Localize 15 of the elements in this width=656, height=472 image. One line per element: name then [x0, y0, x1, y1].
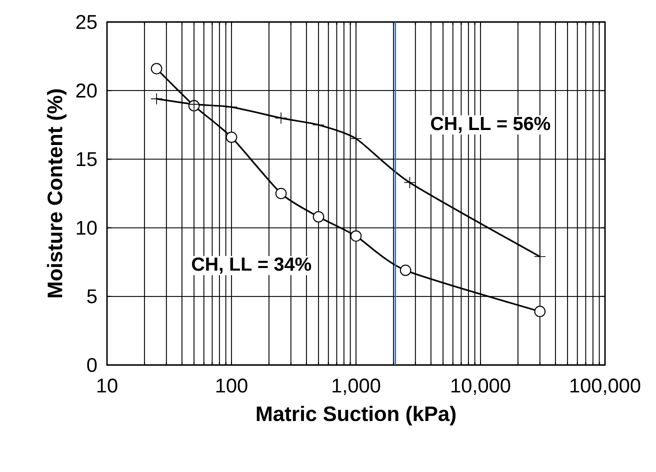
x-tick-label: 10	[97, 378, 118, 393]
y-tick-label: 5	[87, 289, 97, 304]
x-tick-label: 100,000	[570, 378, 640, 395]
y-tick-label: 0	[87, 358, 97, 372]
x-axis-title: Matric Suction (kPa)	[256, 406, 456, 426]
y-tick-label: 20	[76, 84, 97, 98]
x-tick-label: 10,000	[452, 378, 510, 395]
y-tick-label: 15	[76, 152, 97, 166]
y-tick-label: 25	[76, 14, 97, 30]
x-tick-label: 1,000	[332, 378, 380, 395]
text: CH, LL = 56%	[431, 116, 550, 133]
y-tick-label: 10	[76, 220, 97, 235]
x-tick-label: 100	[216, 378, 248, 393]
series-label: CH, LL = 34%	[192, 257, 312, 274]
y-axis-title: Moisture Content (%)	[46, 89, 66, 298]
